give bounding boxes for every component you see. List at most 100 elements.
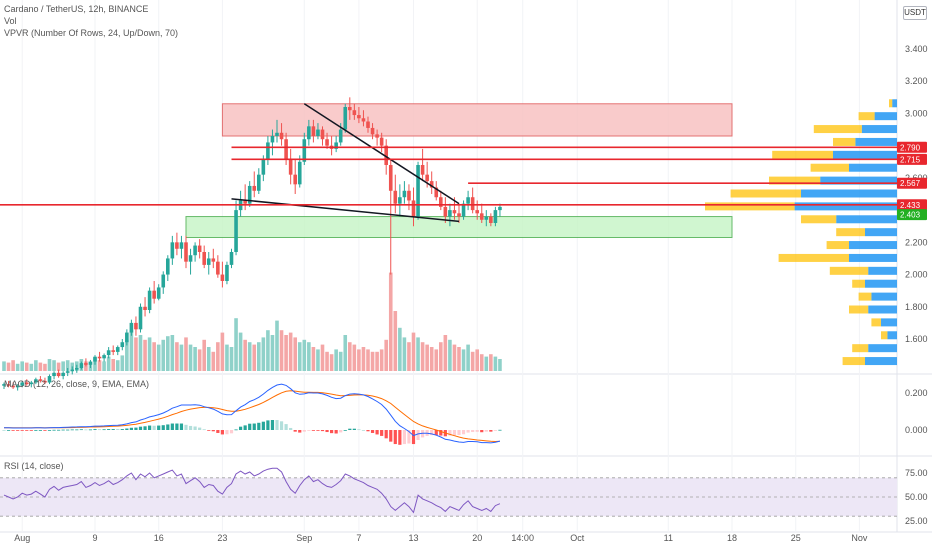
macd-histogram-bar bbox=[289, 427, 293, 430]
volume-bar bbox=[134, 337, 138, 371]
candle-body bbox=[156, 287, 161, 299]
rsi-legend[interactable]: RSI (14, close) bbox=[4, 461, 64, 471]
macd-histogram-bar bbox=[2, 430, 6, 431]
price-tick-label: 3.200 bbox=[905, 76, 928, 86]
legend-symbol[interactable]: Cardano / TetherUS, 12h, BINANCE bbox=[4, 4, 149, 14]
macd-histogram-bar bbox=[198, 427, 202, 430]
candle-body bbox=[411, 200, 416, 217]
macd-histogram-bar bbox=[170, 423, 174, 430]
volume-bar bbox=[147, 337, 152, 371]
volume-bar bbox=[206, 347, 211, 371]
candle-body bbox=[297, 161, 302, 185]
volume-bar bbox=[43, 363, 47, 371]
candle-body bbox=[307, 126, 311, 140]
level-price-tag bbox=[897, 141, 927, 153]
candle-body bbox=[498, 206, 502, 211]
level-price-label: 2.433 bbox=[900, 201, 921, 210]
macd-line bbox=[4, 383, 501, 444]
macd-histogram-bar bbox=[352, 428, 356, 430]
candle-body bbox=[457, 213, 461, 217]
candle-body bbox=[379, 137, 384, 146]
vpvr-row-up bbox=[868, 266, 897, 275]
candle-body bbox=[429, 181, 434, 188]
macd-histogram-bar bbox=[402, 430, 406, 445]
macd-histogram-bar bbox=[229, 430, 234, 434]
macd-histogram-bar bbox=[207, 430, 211, 431]
candle-body bbox=[366, 121, 370, 128]
price-tick-label: 1.600 bbox=[905, 334, 928, 344]
macd-histogram-bar bbox=[220, 430, 224, 435]
macd-histogram-bar bbox=[252, 423, 256, 430]
candle-body bbox=[470, 197, 475, 211]
macd-histogram-bar bbox=[480, 430, 484, 433]
candle-body bbox=[370, 127, 375, 135]
candle-body bbox=[138, 306, 143, 330]
vpvr-row-up bbox=[849, 253, 897, 262]
vpvr-row-down bbox=[810, 163, 849, 172]
macd-histogram-bar bbox=[302, 430, 306, 432]
candle-body bbox=[147, 290, 152, 310]
macd-histogram-bar bbox=[270, 420, 275, 430]
volume-bar bbox=[247, 342, 252, 371]
volume-bar bbox=[388, 272, 393, 371]
candle-body bbox=[184, 242, 188, 262]
volume-bar bbox=[325, 351, 329, 371]
vpvr-row-down bbox=[813, 125, 862, 134]
volume-bar bbox=[175, 342, 179, 371]
macd-histogram-bar bbox=[457, 430, 461, 435]
candle-body bbox=[29, 382, 34, 385]
price-tick-label: 1.800 bbox=[905, 302, 928, 312]
candle-body bbox=[88, 361, 93, 365]
candle-body bbox=[47, 376, 52, 383]
macd-histogram-bar bbox=[66, 429, 70, 431]
volume-bar bbox=[211, 351, 216, 371]
macd-histogram-bar bbox=[239, 426, 243, 430]
volume-bar bbox=[188, 344, 193, 371]
legend-vpvr[interactable]: VPVR (Number Of Rows, 24, Up/Down, 70) bbox=[4, 28, 179, 38]
volume-bar bbox=[179, 344, 184, 371]
macd-histogram-bar bbox=[175, 423, 179, 430]
macd-histogram-bar bbox=[257, 422, 261, 430]
vpvr-row-down bbox=[730, 189, 801, 198]
candle-body bbox=[234, 210, 238, 252]
volume-bar bbox=[288, 332, 293, 371]
volume-bar bbox=[170, 335, 175, 371]
volume-bar bbox=[307, 342, 311, 371]
macd-histogram-bar bbox=[493, 430, 497, 431]
legend-volume[interactable]: Vol bbox=[4, 16, 17, 26]
level-price-tag bbox=[897, 199, 927, 211]
current-price-tag bbox=[897, 209, 927, 221]
time-tick-label: 23 bbox=[217, 533, 227, 543]
volume-bar bbox=[439, 342, 443, 371]
vpvr-row-up bbox=[871, 292, 897, 301]
macd-histogram-bar bbox=[393, 430, 397, 445]
macd-histogram-bar bbox=[380, 430, 384, 436]
macd-histogram-bar bbox=[284, 424, 288, 430]
macd-histogram-bar bbox=[202, 429, 206, 431]
macd-legend[interactable]: MACD (12, 26, close, 9, EMA, EMA) bbox=[4, 379, 150, 389]
vpvr-row-up bbox=[836, 215, 897, 224]
candle-body bbox=[388, 165, 393, 191]
macd-histogram-bar bbox=[125, 428, 129, 430]
candle-body bbox=[143, 306, 147, 310]
level-price-label: 2.715 bbox=[900, 155, 921, 164]
vpvr-row-up bbox=[849, 163, 897, 172]
volume-bar bbox=[470, 351, 475, 371]
time-tick-label: 20 bbox=[472, 533, 482, 543]
macd-histogram-bar bbox=[79, 429, 83, 431]
currency-badge[interactable]: USDT bbox=[903, 6, 927, 20]
volume-bar bbox=[24, 362, 29, 371]
candle-body bbox=[443, 206, 448, 217]
macd-histogram-bar bbox=[361, 430, 366, 431]
candle-body bbox=[15, 385, 20, 388]
macd-histogram-bar bbox=[166, 424, 170, 430]
macd-histogram-bar bbox=[102, 429, 106, 431]
macd-histogram-bar bbox=[179, 423, 184, 430]
macd-histogram-bar bbox=[107, 429, 111, 430]
macd-histogram-bar bbox=[439, 430, 443, 436]
vpvr-row-down bbox=[769, 176, 821, 185]
macd-histogram-bar bbox=[161, 425, 165, 430]
macd-histogram-bar bbox=[375, 430, 379, 435]
